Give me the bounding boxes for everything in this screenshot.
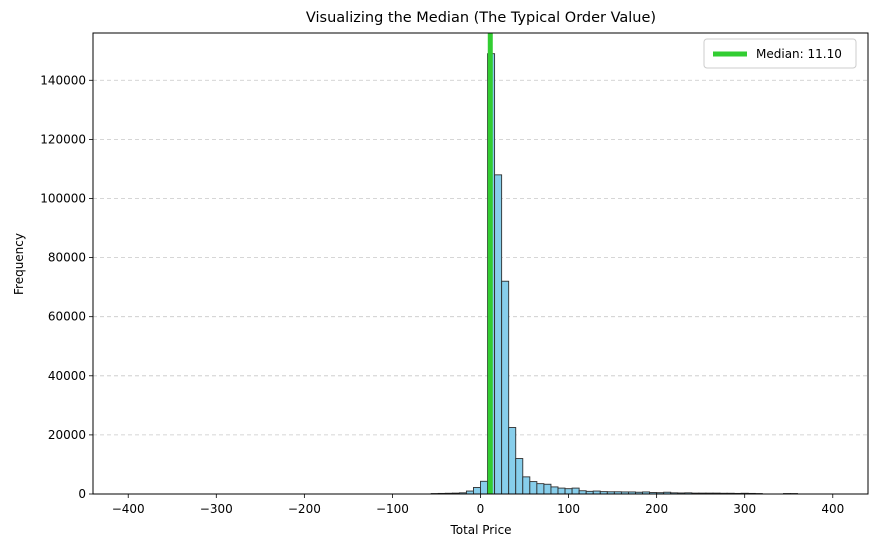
x-tick-label: −200 [288,502,321,516]
x-tick-label: −100 [376,502,409,516]
histogram-bar [543,483,552,495]
histogram-bar [550,486,559,495]
y-tick-label: 120000 [40,132,86,146]
x-tick-label: −400 [112,502,145,516]
x-tick-label: 400 [821,502,844,516]
y-axis-ticks: 0 20000 40000 60000 80000 100000 120000 140000 [40,73,93,501]
y-tick-label: 140000 [40,73,86,87]
histogram-bar [536,483,545,495]
histogram-bar [529,481,538,495]
histogram-bar [522,476,531,495]
histogram-bar [473,487,481,495]
y-axis-label: Frequency [12,233,26,295]
plot-frame [92,32,869,495]
grid-lines [93,79,868,436]
histogram-bar [515,458,524,495]
chart-title: Visualizing the Median (The Typical Orde… [306,10,656,26]
x-axis-label: Total Price [449,523,511,537]
x-tick-label: 100 [557,502,580,516]
histogram-bar [557,487,566,495]
legend: Median: 11.10 [703,38,857,69]
x-tick-label: 200 [645,502,668,516]
histogram-bar [564,488,573,495]
y-tick-label: 80000 [48,251,86,265]
y-tick-label: 40000 [48,369,86,383]
legend-median-label: Median: 11.10 [756,47,842,61]
x-tick-label: 0 [477,502,485,516]
y-tick-label: 60000 [48,310,86,324]
x-tick-label: 300 [733,502,756,516]
x-axis-ticks: −400 −300 −200 −100 0 100 200 300 400 [112,494,844,516]
y-tick-label: 0 [78,487,86,501]
histogram-bar [494,174,503,495]
legend-box [703,38,857,69]
y-tick-label: 20000 [48,428,86,442]
histogram-bar [480,480,488,495]
histogram-bars [430,53,798,495]
x-tick-label: −300 [200,502,233,516]
histogram-bar [501,280,510,495]
histogram-bar [508,427,517,495]
histogram-bar [571,487,580,495]
y-tick-label: 100000 [40,191,86,205]
